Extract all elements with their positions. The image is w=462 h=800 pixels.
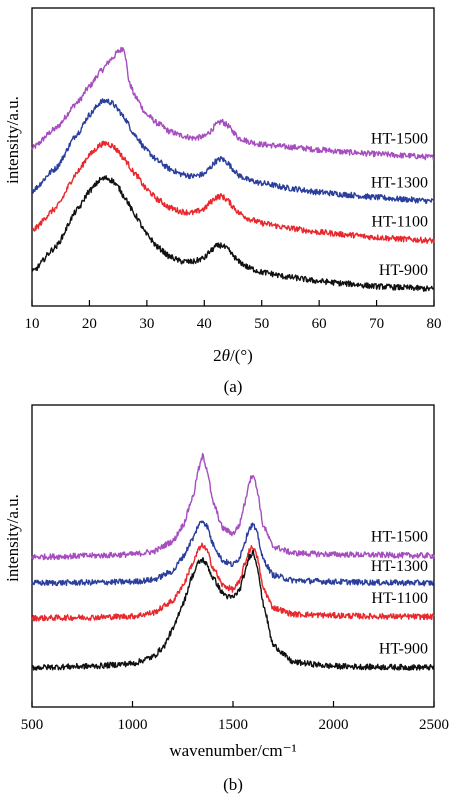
series-line-b-ht-1500 — [31, 452, 435, 561]
x-ticks-b: 500 1000 1500 2000 2500 — [21, 701, 449, 733]
x-tick-label-a-2: 30 — [139, 316, 154, 332]
legend-label-b-ht-900: HT-900 — [379, 641, 428, 658]
x-tick-label-a-0: 10 — [25, 316, 40, 332]
x-tick-label-a-3: 40 — [197, 316, 212, 332]
y-axis-label-b: intensity/a.u. — [3, 494, 22, 582]
x-tick-label-a-1: 20 — [82, 316, 97, 332]
x-axis-label-a: 2θ/(°) — [213, 346, 253, 365]
legend-label-a-ht-900: HT-900 — [379, 262, 428, 279]
legend-a: HT-1500 HT-1300 HT-1100 HT-900 — [371, 130, 428, 279]
x-tick-label-b-0: 500 — [21, 717, 44, 733]
panel-a-xrd-chart: 10 20 30 40 50 60 70 80 HT-1500HT-1300HT-1100HT… — [3, 7, 442, 396]
x-tick-label-a-5: 60 — [312, 316, 327, 332]
x-axis-label-a-suffix: /(°) — [230, 346, 253, 365]
series-line-a-ht-1300 — [31, 98, 435, 205]
panel-label-a: (a) — [224, 377, 243, 396]
legend-label-b-ht-1500: HT-1500 — [371, 529, 428, 546]
series-line-a-ht-1500 — [31, 46, 435, 161]
series-line-a-ht-900 — [31, 175, 435, 292]
x-axis-label-a-symbol: θ — [222, 346, 230, 365]
plot-frame-a — [31, 7, 435, 307]
x-tick-label-b-3: 2000 — [319, 717, 349, 733]
legend-label-b-ht-1300: HT-1300 — [371, 558, 428, 575]
panel-label-b: (b) — [223, 775, 243, 794]
x-ticks-a: 10 20 30 40 50 60 70 80 — [25, 300, 442, 332]
x-tick-label-a-4: 50 — [254, 316, 269, 332]
series-line-a-ht-1100 — [31, 140, 435, 244]
legend-label-a-ht-1500: HT-1500 — [371, 130, 428, 147]
x-axis-label-a-prefix: 2 — [213, 346, 222, 365]
x-tick-label-b-2: 1500 — [218, 717, 248, 733]
x-axis-label-b: wavenumber/cm⁻¹ — [169, 741, 296, 760]
y-axis-label-a: intensity/a.u. — [3, 96, 22, 184]
x-tick-label-a-7: 80 — [427, 316, 442, 332]
legend-label-b-ht-1100: HT-1100 — [371, 590, 428, 607]
series-line-b-ht-1300 — [31, 520, 435, 587]
series-line-b-ht-900 — [31, 549, 435, 671]
legend-b: HT-1500 HT-1300 HT-1100 HT-900 — [371, 529, 428, 658]
x-tick-label-b-4: 2500 — [419, 717, 449, 733]
panel-b-raman-chart: 500 1000 1500 2000 2500 HT-1500 HT-1300 HT-110… — [3, 404, 449, 794]
series-group-a — [31, 46, 435, 292]
x-tick-label-a-6: 70 — [369, 316, 384, 332]
series-group-b — [31, 452, 435, 671]
x-tick-label-b-1: 1000 — [118, 717, 148, 733]
series-line-b-ht-1100 — [31, 542, 435, 622]
legend-label-a-ht-1100: HT-1100 — [371, 214, 428, 231]
legend-label-a-ht-1300: HT-1300 — [371, 174, 428, 191]
